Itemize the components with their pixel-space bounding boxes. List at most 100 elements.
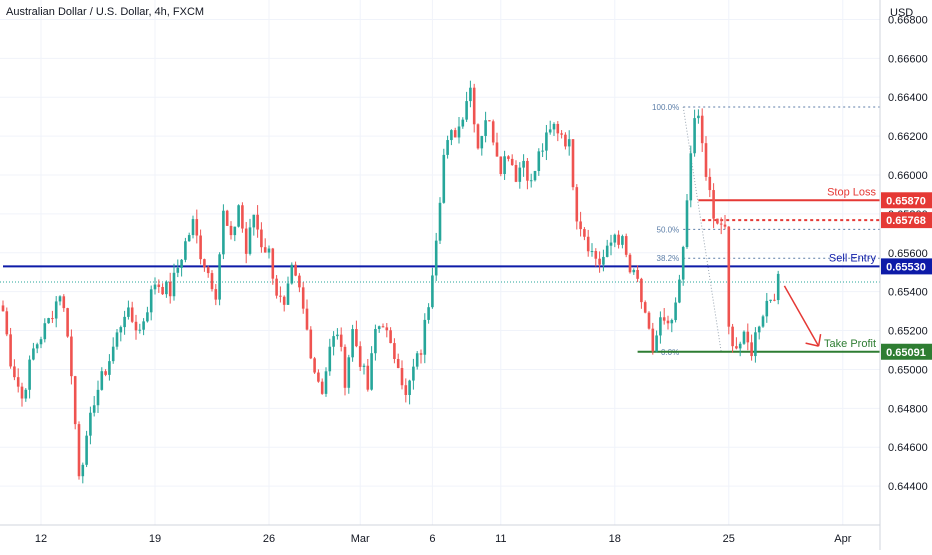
candle [32,342,35,361]
candle-body [556,123,560,134]
candle [594,248,598,267]
candle-body [731,326,734,347]
candle [225,209,229,226]
candle [761,314,765,328]
candle [457,116,461,144]
candle-body [697,115,700,119]
candle-body [700,115,704,144]
candle-body [108,361,111,375]
candle-body [343,346,347,388]
candle-body [294,264,297,276]
candle-body [195,219,199,236]
candle [529,173,533,188]
candle [693,109,696,157]
candle [332,331,335,356]
candle-body [708,176,712,191]
candle [153,277,157,295]
candle [738,341,742,357]
candle [484,111,487,143]
candle-body [66,308,69,337]
candle [427,303,430,324]
price-label-box [881,192,932,209]
candle [666,315,670,330]
candle [244,222,248,264]
candle-body [716,218,719,224]
candle [127,300,130,320]
price-tick-label: 0.65000 [888,364,928,376]
candle [704,136,708,181]
candle-body [404,385,408,395]
candle [476,123,480,150]
candle-body [575,187,579,222]
candle [670,318,674,333]
time-tick-label: 19 [149,533,161,545]
candle [111,337,115,364]
candle-body [643,302,647,313]
candle-body [621,236,624,245]
candle [640,277,643,309]
candle-body [241,205,244,229]
candle-body [358,346,362,367]
candle-body [225,210,229,226]
candle-body [514,165,518,182]
candle [339,327,343,352]
candle [412,358,415,390]
candle [393,338,396,364]
candle-body [85,435,88,465]
level-name: Take Profit [824,338,876,350]
candle [305,299,309,331]
candle [552,122,556,136]
candle [541,143,544,158]
candle-body [773,299,776,301]
candle-body [100,371,104,390]
candle [275,275,278,299]
candle [165,280,168,298]
candle [647,311,651,330]
candle [602,249,605,272]
candle [590,243,594,257]
candle [187,232,191,242]
candle-body [168,281,172,297]
candle-body [366,365,370,390]
candle [548,120,552,135]
candle [385,323,389,338]
candle [757,325,761,340]
candle [400,360,404,390]
candle-body [438,202,442,241]
candle-body [47,318,50,324]
candle [358,341,362,371]
candle [54,296,58,328]
projection-arrowhead [817,333,822,347]
candle-body [92,405,96,413]
candle-body [244,228,248,254]
candle-body [332,336,335,347]
candle [765,292,769,323]
candle [431,267,434,309]
candle [469,80,472,108]
candle-body [564,134,567,147]
candle [343,344,347,396]
candle [453,127,457,138]
candle [499,156,503,177]
candle-body [735,346,738,349]
candle [434,232,438,282]
candle-body [187,235,191,242]
candle-body [613,234,617,243]
candle-body [541,150,544,152]
candle-body [115,332,119,347]
candle-body [203,259,206,268]
candle [123,310,126,335]
candle-body [218,254,221,300]
candle-body [636,269,639,279]
candle-body [161,286,164,295]
candle [586,229,590,257]
candle [309,326,313,360]
candle-body [252,214,256,228]
candle [195,209,199,244]
candle [317,369,320,383]
candle [313,356,316,374]
candle-body [282,296,286,305]
candle [89,406,92,445]
